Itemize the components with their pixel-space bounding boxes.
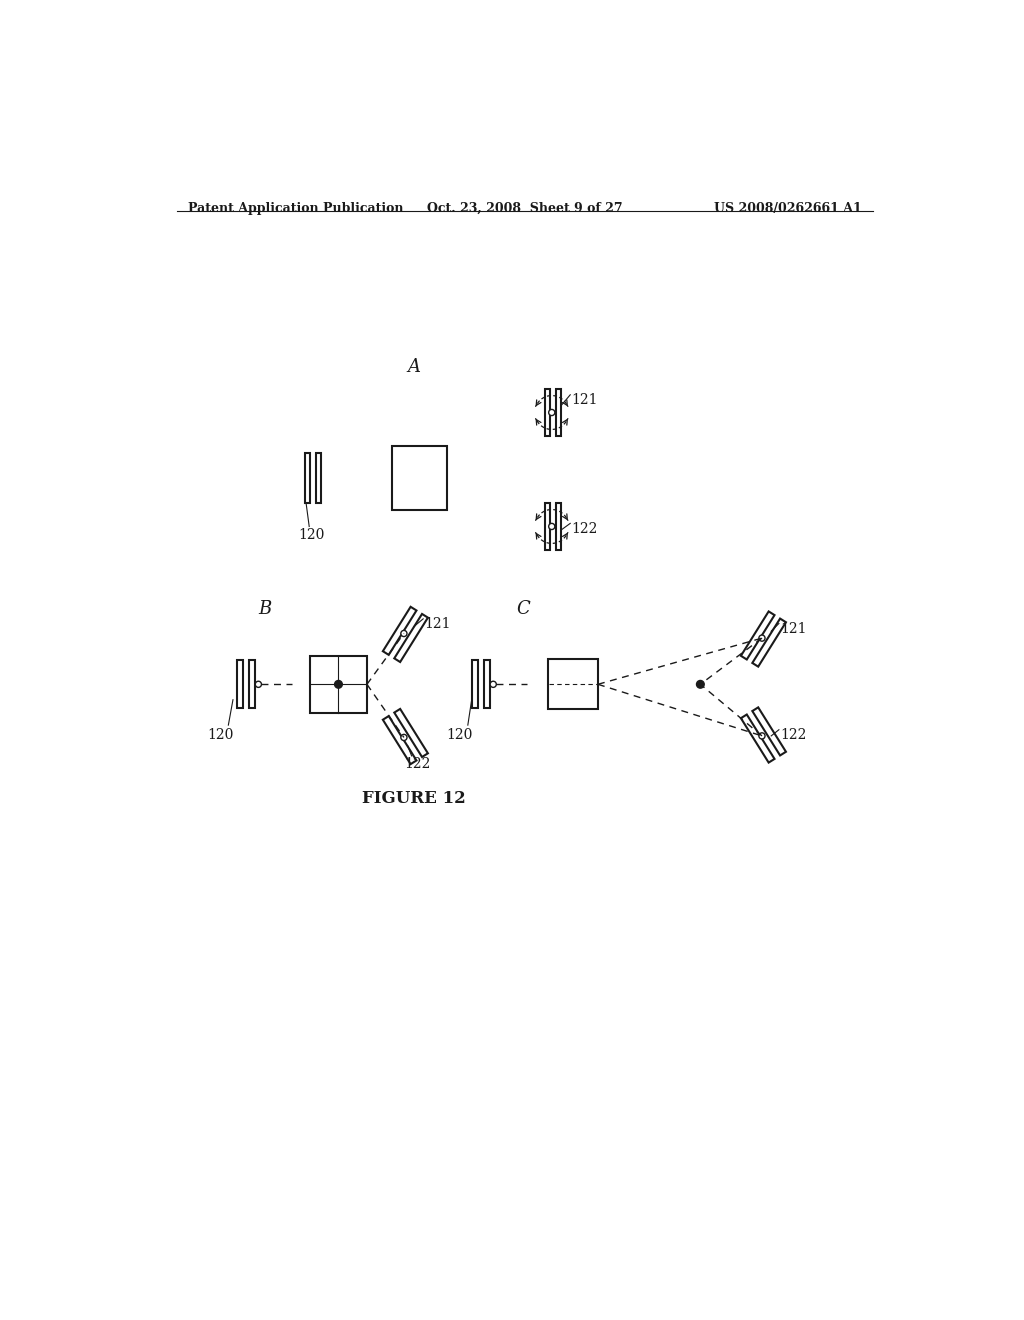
Circle shape [400, 734, 407, 741]
Polygon shape [249, 660, 255, 708]
Text: B: B [259, 601, 272, 618]
Polygon shape [394, 709, 428, 756]
Text: C: C [516, 601, 530, 618]
Polygon shape [545, 503, 550, 549]
Text: 122: 122 [780, 729, 807, 742]
Polygon shape [472, 660, 478, 708]
Circle shape [759, 635, 765, 642]
Bar [391, 446, 447, 510]
Text: A: A [408, 358, 421, 376]
Circle shape [255, 681, 261, 688]
Bar [310, 656, 367, 713]
Text: 121: 121 [425, 618, 452, 631]
Circle shape [549, 523, 555, 529]
Circle shape [759, 733, 765, 739]
Polygon shape [383, 715, 417, 764]
Circle shape [335, 681, 342, 688]
Polygon shape [753, 619, 786, 667]
Polygon shape [741, 611, 774, 660]
Text: 122: 122 [403, 758, 430, 771]
Polygon shape [556, 389, 561, 436]
Bar [548, 659, 598, 709]
Polygon shape [484, 660, 490, 708]
Text: 122: 122 [571, 521, 598, 536]
Polygon shape [394, 614, 428, 663]
Text: 120: 120 [208, 729, 233, 742]
Text: Patent Application Publication: Patent Application Publication [188, 202, 403, 215]
Polygon shape [753, 708, 786, 755]
Text: 120: 120 [298, 528, 325, 543]
Text: FIGURE 12: FIGURE 12 [362, 789, 466, 807]
Text: US 2008/0262661 A1: US 2008/0262661 A1 [715, 202, 862, 215]
Circle shape [549, 409, 555, 416]
Polygon shape [556, 503, 561, 549]
Text: 121: 121 [780, 622, 807, 636]
Circle shape [400, 631, 407, 636]
Text: Oct. 23, 2008  Sheet 9 of 27: Oct. 23, 2008 Sheet 9 of 27 [427, 202, 623, 215]
Circle shape [696, 681, 705, 688]
Polygon shape [237, 660, 243, 708]
Polygon shape [741, 714, 774, 763]
Circle shape [490, 681, 497, 688]
Polygon shape [315, 453, 322, 503]
Polygon shape [545, 389, 550, 436]
Polygon shape [383, 607, 417, 655]
Text: 120: 120 [446, 729, 473, 742]
Text: 121: 121 [571, 393, 598, 408]
Polygon shape [304, 453, 310, 503]
